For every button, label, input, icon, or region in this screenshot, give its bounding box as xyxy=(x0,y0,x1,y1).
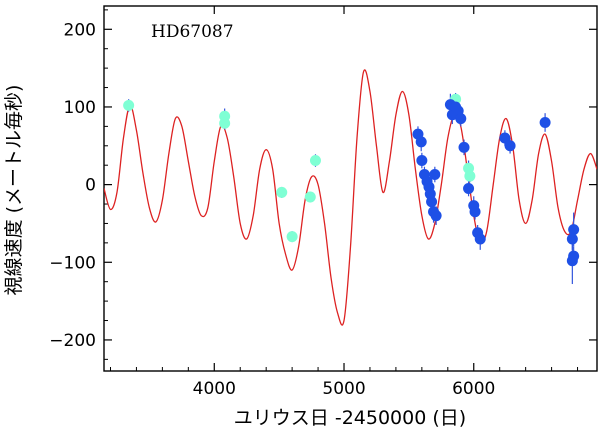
data-point-series-1 xyxy=(219,117,231,129)
data-point-series-1 xyxy=(276,186,288,198)
x-tick-label: 4000 xyxy=(193,379,236,399)
data-point-series-2 xyxy=(430,210,442,222)
star-name-annotation: HD67087 xyxy=(151,22,234,42)
data-point-series-1 xyxy=(304,191,316,203)
y-tick-label: 200 xyxy=(64,20,96,40)
plot-frame xyxy=(103,5,598,372)
x-axis-title: ユリウス日 -2450000 (日) xyxy=(234,407,466,429)
data-points xyxy=(123,93,580,267)
y-tick-label: 100 xyxy=(64,98,96,118)
x-axis-ticks: 4000 5000 6000 xyxy=(109,6,579,399)
model-curve-line xyxy=(104,69,597,326)
data-point-series-2 xyxy=(429,169,441,181)
data-point-series-2 xyxy=(499,132,511,144)
data-point-series-2 xyxy=(415,136,427,148)
data-point-series-1 xyxy=(286,231,298,243)
data-point-series-2 xyxy=(504,140,516,152)
data-point-series-2 xyxy=(455,113,467,125)
data-point-series-2 xyxy=(458,141,470,153)
data-point-series-2 xyxy=(568,224,580,236)
y-tick-label: −200 xyxy=(49,331,96,351)
data-point-series-1 xyxy=(123,99,135,111)
error-bars xyxy=(128,92,575,285)
data-point-series-2 xyxy=(426,196,438,208)
data-point-series-2 xyxy=(568,250,580,262)
x-tick-label: 5000 xyxy=(322,379,365,399)
data-point-series-2 xyxy=(469,206,481,218)
y-axis-ticks: −200 −100 0 100 200 xyxy=(49,9,597,360)
y-axis-title: 視線速度 (メートル毎秒) xyxy=(3,85,25,296)
data-point-series-2 xyxy=(463,183,475,194)
data-point-series-1 xyxy=(309,155,321,167)
data-point-series-2 xyxy=(539,116,551,128)
data-point-series-2 xyxy=(566,233,578,245)
x-tick-label: 6000 xyxy=(452,379,495,399)
data-point-series-2 xyxy=(416,155,428,167)
data-point-series-1 xyxy=(464,170,476,182)
y-tick-label: 0 xyxy=(85,176,96,196)
data-point-series-2 xyxy=(474,233,486,245)
y-tick-label: −100 xyxy=(49,253,96,273)
